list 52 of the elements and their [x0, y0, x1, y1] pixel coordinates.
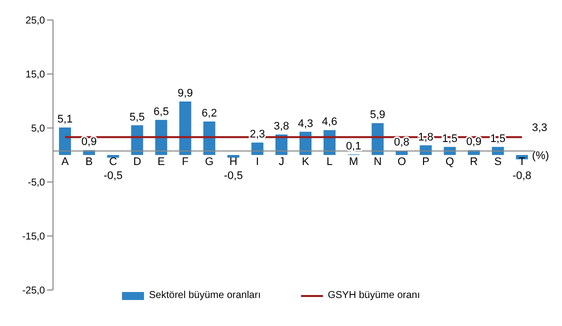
y-tick-label: -15,0: [22, 232, 46, 243]
x-tick-label: M: [349, 156, 358, 168]
data-label: 4,3: [298, 118, 314, 130]
x-tick-label: L: [326, 156, 333, 168]
x-tick-label: G: [205, 156, 214, 168]
x-tick-label: C: [109, 156, 118, 168]
x-tick-label: S: [494, 156, 502, 168]
data-label: 0,8: [394, 136, 410, 149]
data-label: 3,3: [532, 122, 548, 134]
bar: [179, 102, 192, 155]
legend-label: Sektörel büyüme oranları: [149, 290, 261, 301]
x-tick-label: H: [229, 156, 238, 168]
data-label: 5,1: [57, 113, 73, 126]
bar: [251, 142, 264, 155]
data-label: 0,9: [81, 136, 97, 148]
x-tick-label: E: [158, 156, 165, 168]
x-tick-label: K: [302, 156, 310, 168]
x-tick-label: A: [61, 156, 70, 168]
data-label: 9,9: [178, 88, 193, 100]
x-tick-label: T: [518, 156, 526, 168]
bar: [372, 123, 384, 155]
data-label: -0,8: [512, 170, 532, 182]
x-tick-label: I: [256, 156, 259, 168]
y-tick-label: -25,0: [22, 286, 46, 297]
y-tick-label: 25,0: [26, 16, 46, 27]
x-tick-label: Q: [446, 156, 455, 168]
x-tick-label: P: [422, 156, 430, 168]
data-label: 6,2: [202, 108, 217, 120]
annotation: (%): [532, 150, 550, 162]
data-label: 6,5: [154, 106, 169, 118]
x-tick-label: R: [470, 156, 478, 168]
data-label: 5,9: [370, 109, 386, 122]
x-tick-label: J: [278, 156, 284, 168]
data-label: -0,5: [224, 170, 243, 182]
bar: [59, 127, 71, 155]
x-tick-label: O: [397, 156, 406, 168]
x-tick-label: D: [133, 156, 142, 168]
y-tick-label: 5,0: [31, 124, 46, 135]
bar: [203, 122, 216, 155]
data-label: 0,9: [466, 136, 482, 148]
x-tick-label: N: [374, 156, 382, 168]
data-label: 5,5: [130, 111, 145, 124]
y-tick-label: 15,0: [26, 70, 46, 81]
bar: [155, 120, 168, 155]
legend-label: GSYH büyüme oranı: [328, 290, 420, 301]
data-label: -0,5: [104, 170, 123, 182]
x-tick-label: B: [85, 156, 93, 168]
data-label: 3,8: [274, 120, 290, 132]
data-label: 4,6: [322, 116, 338, 128]
x-tick-label: F: [182, 156, 189, 168]
y-tick-label: -5,0: [28, 178, 46, 189]
data-label: 0,1: [346, 140, 362, 152]
